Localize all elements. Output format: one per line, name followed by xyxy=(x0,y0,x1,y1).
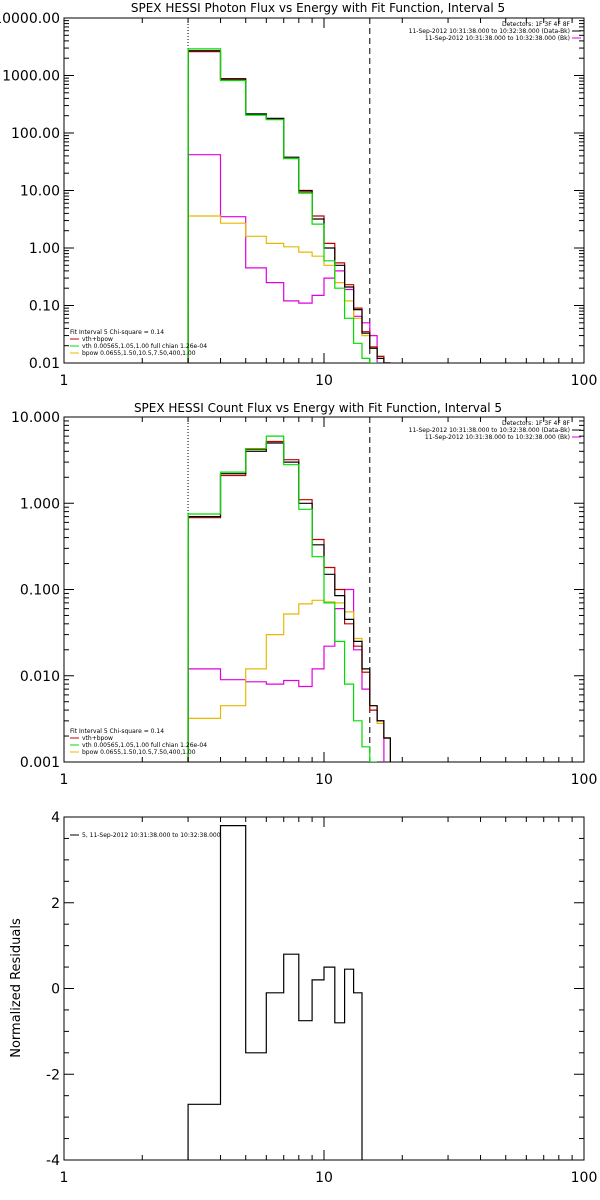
series-vth xyxy=(187,435,378,762)
legend-left-entry: vth 0.00565,1.05,1.00 full chian 1.26e-0… xyxy=(82,343,207,350)
photon-flux-panel: SPEX HESSI Photon Flux vs Energy with Fi… xyxy=(0,1,597,389)
y-tick-label: 0.001 xyxy=(20,755,60,771)
y-tick-label: 1.000 xyxy=(20,496,60,512)
y-tick-label: 1.00 xyxy=(29,241,60,257)
legend-right-entry: 11-Sep-2012 10:31:38.000 to 10:32:38.000… xyxy=(409,427,570,434)
y-tick-label: -2 xyxy=(46,1067,60,1083)
x-tick-label: 100 xyxy=(571,1170,598,1186)
y-tick-label: 0.01 xyxy=(29,356,60,372)
y-tick-label: 0 xyxy=(51,982,60,998)
legend-left-entry: 5, 11-Sep-2012 10:31:38.000 to 10:32:38.… xyxy=(82,832,221,839)
x-tick-label: 10 xyxy=(315,772,333,788)
legend-left-entry: vth+bpow xyxy=(82,735,113,742)
legend-left-entry: Fit Interval 5 Chi-square = 0.14 xyxy=(70,329,164,336)
x-tick-label: 100 xyxy=(571,373,598,389)
y-tick-label: 100.00 xyxy=(11,126,60,142)
x-tick-label: 10 xyxy=(315,1170,333,1186)
legend-left-entry: bpow 0.0655,1.50,10.5,7.50,400,1.00 xyxy=(82,350,196,357)
legend-left-entry: bpow 0.0655,1.50,10.5,7.50,400,1.00 xyxy=(82,749,196,756)
residuals-panel: Normalized Residuals 1 10 100 -4 -2 0 2 4 5, 11… xyxy=(9,810,597,1186)
legend-left-entry: vth 0.00565,1.05,1.00 full chian 1.26e-0… xyxy=(82,742,207,749)
y-tick-label: 10000.00 xyxy=(0,11,60,27)
x-tick-label: 1 xyxy=(60,373,69,389)
x-tick-label: 1 xyxy=(60,772,69,788)
y-tick-label: 0.010 xyxy=(20,669,60,685)
y-tick-label: 2 xyxy=(51,896,60,912)
legend-right-entry: 11-Sep-2012 10:31:38.000 to 10:32:38.000… xyxy=(425,434,570,441)
y-tick-label: 0.100 xyxy=(20,583,60,599)
y-tick-label: -4 xyxy=(46,1153,60,1169)
count-flux-title: SPEX HESSI Count Flux vs Energy with Fit… xyxy=(134,401,502,415)
legend-right-entry: 11-Sep-2012 10:31:38.000 to 10:32:38.000… xyxy=(409,28,570,35)
photon-flux-title: SPEX HESSI Photon Flux vs Energy with Fi… xyxy=(131,1,505,15)
legend-left-entry: Fit Interval 5 Chi-square = 0.14 xyxy=(70,728,164,735)
legend-left-entry: vth+bpow xyxy=(82,336,113,343)
count-flux-panel: SPEX HESSI Count Flux vs Energy with Fit… xyxy=(11,401,597,788)
x-tick-label: 1 xyxy=(60,1170,69,1186)
y-tick-label: 0.10 xyxy=(29,299,60,315)
legend-right-entry: 11-Sep-2012 10:31:38.000 to 10:32:38.000… xyxy=(425,35,570,42)
x-tick-label: 10 xyxy=(315,373,333,389)
x-tick-label: 100 xyxy=(571,772,598,788)
series-total xyxy=(187,442,391,762)
y-tick-label: 4 xyxy=(51,810,60,826)
legend-right-entry: Detectors: 1F 3F 4F 8F xyxy=(502,420,571,427)
series-residuals xyxy=(187,825,363,1160)
residuals-ylabel: Normalized Residuals xyxy=(9,918,24,1058)
series-data xyxy=(187,440,391,762)
legend-right-entry: Detectors: 1F 3F 4F 8F xyxy=(502,21,571,28)
y-tick-label: 10.00 xyxy=(20,184,60,200)
y-tick-label: 10.000 xyxy=(11,410,60,426)
series-vth xyxy=(187,48,378,363)
y-tick-label: 1000.00 xyxy=(2,69,60,85)
